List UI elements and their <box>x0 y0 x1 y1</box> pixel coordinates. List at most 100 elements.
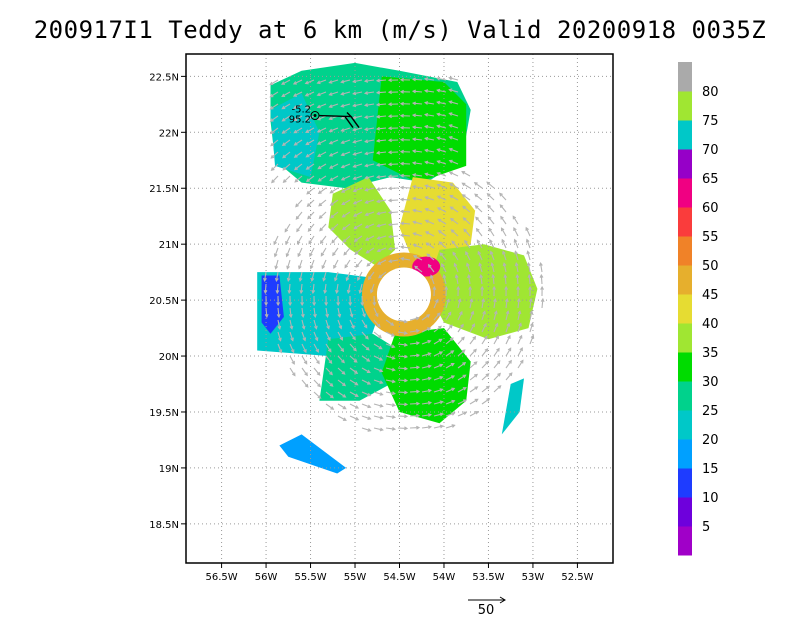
wind-vector-head <box>423 113 429 117</box>
wind-vector <box>361 403 371 408</box>
wind-vector <box>421 426 431 429</box>
wind-vector <box>400 234 411 237</box>
wind-vector <box>425 113 435 117</box>
wind-vector-head <box>404 378 409 383</box>
wind-vector-head <box>379 392 384 396</box>
wind-vector-head <box>320 252 325 257</box>
wind-vector-head <box>448 324 453 329</box>
wind-vector-head <box>399 209 404 214</box>
wind-vector-head <box>439 424 444 429</box>
wind-vector <box>409 342 420 345</box>
wind-vector <box>462 205 471 213</box>
wind-vector-head <box>450 350 455 354</box>
wind-vector-head <box>512 215 517 220</box>
wind-vector-head <box>439 400 444 405</box>
wind-vector-head <box>296 228 300 233</box>
wind-vector <box>349 331 356 340</box>
wind-vector <box>439 252 447 261</box>
wind-vector <box>301 331 306 341</box>
wind-vector <box>317 103 327 108</box>
wind-vector <box>385 391 395 395</box>
wind-vector <box>430 275 435 285</box>
wind-vector-head <box>340 176 345 181</box>
wind-vector-head <box>363 324 368 329</box>
wind-vector <box>368 271 375 280</box>
wind-vector-head <box>365 249 370 254</box>
wind-vector-head <box>450 229 455 233</box>
wind-vector-head <box>475 216 479 221</box>
wind-vector <box>361 331 369 340</box>
wind-vector-head <box>367 276 372 281</box>
wind-vector <box>397 319 407 323</box>
wind-vector <box>450 206 459 213</box>
wind-vector-head <box>501 238 505 243</box>
wind-vector <box>469 299 473 309</box>
wind-vector-head <box>412 220 417 225</box>
wind-vector <box>486 181 495 189</box>
wind-vector <box>449 89 459 93</box>
region-sw-arm <box>319 333 400 401</box>
wind-vector <box>313 367 321 376</box>
wind-vector-head <box>326 325 330 330</box>
wind-vector-head <box>399 173 404 178</box>
wind-vector <box>281 79 291 85</box>
wind-vector <box>476 228 483 237</box>
wind-vector-head <box>304 92 309 97</box>
wind-barb-flag <box>350 116 360 128</box>
wind-vector-head <box>378 274 383 279</box>
wind-vector-head <box>391 344 396 349</box>
wind-vector-head <box>328 116 333 121</box>
wind-vector-head <box>486 181 491 186</box>
wind-vector-head <box>473 348 477 353</box>
wind-vector <box>465 251 471 261</box>
wind-vector <box>516 274 519 285</box>
wind-vector-head <box>269 106 274 110</box>
wind-vector <box>469 361 478 369</box>
wind-vector-head <box>270 154 275 159</box>
wind-vector-head <box>515 273 520 279</box>
wind-vector-head <box>338 325 343 330</box>
wind-vector <box>437 195 447 201</box>
wind-vector-head <box>439 412 444 417</box>
wind-vector <box>385 343 395 348</box>
wind-vector <box>317 115 327 121</box>
wind-vector <box>331 235 339 244</box>
wind-vector <box>319 211 327 219</box>
wind-vector <box>450 218 459 225</box>
wind-vector-head <box>427 425 433 430</box>
wind-vector-head <box>404 366 409 371</box>
wind-vector-head <box>317 190 322 194</box>
wind-vector <box>457 336 465 345</box>
wind-vector-head <box>313 313 317 319</box>
wind-vector <box>466 263 471 273</box>
wind-vector <box>346 271 351 281</box>
wind-vector-head <box>316 129 321 133</box>
wind-vector <box>325 319 330 329</box>
wind-vector <box>301 307 304 317</box>
x-tick-label: 54W <box>433 572 456 583</box>
wind-vector <box>412 102 423 105</box>
wind-vector-head <box>303 349 307 354</box>
wind-vector <box>505 348 512 357</box>
wind-vector <box>334 271 339 281</box>
wind-vector <box>342 223 351 230</box>
wind-vector <box>469 398 478 405</box>
wind-vector <box>341 163 351 168</box>
wind-vector-head <box>286 277 291 282</box>
wind-vector-head <box>322 277 327 282</box>
wind-vector <box>502 251 507 261</box>
wind-vector-head <box>448 183 453 187</box>
wind-vector <box>277 331 282 341</box>
wind-vector <box>313 319 317 329</box>
wind-vector-head <box>376 323 381 328</box>
colorbar: 5 10 15 20 25 30 35 40 45 50 55 60 65 70 75 80 <box>678 62 719 556</box>
wind-vector <box>504 274 507 285</box>
wind-vector-head <box>329 383 334 387</box>
wind-vector-head <box>366 262 371 267</box>
wind-vector-head <box>357 276 361 281</box>
wind-vector-head <box>496 360 501 365</box>
wind-vector <box>309 247 315 257</box>
wind-vector-head <box>292 81 297 85</box>
wind-vector <box>294 139 303 146</box>
wind-vector <box>385 427 395 430</box>
